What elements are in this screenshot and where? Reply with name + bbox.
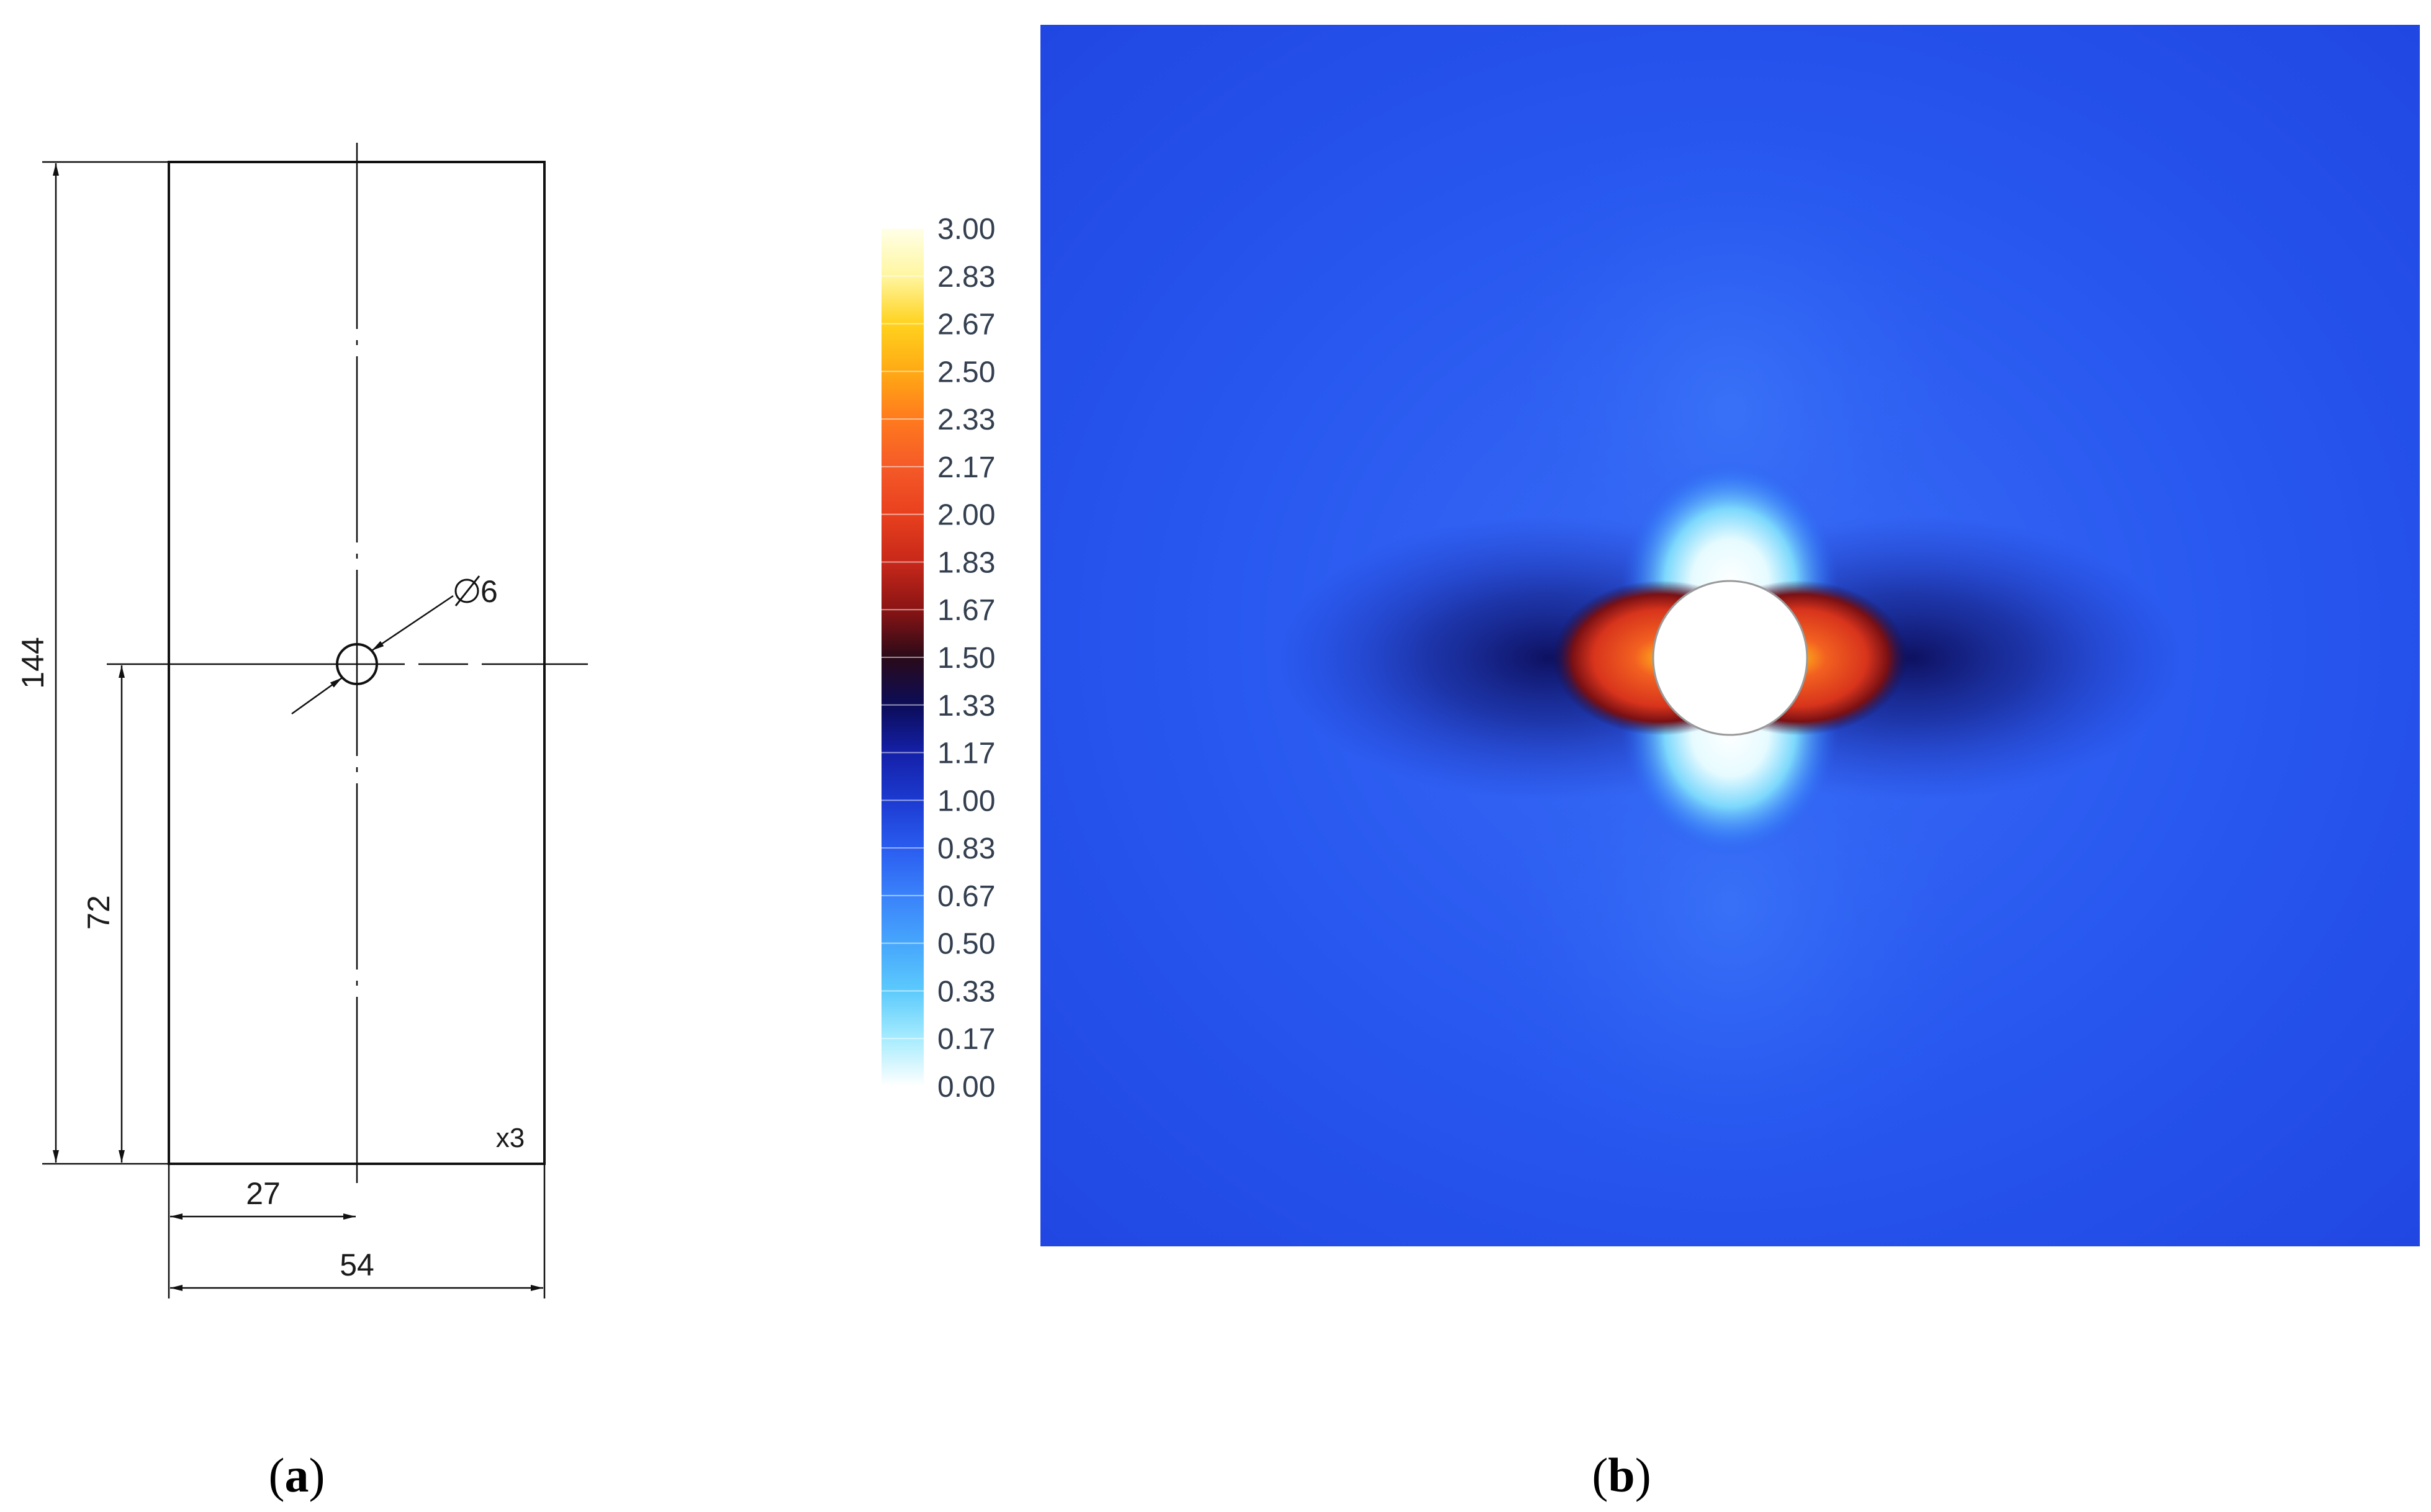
diameter-label: 6 — [454, 574, 498, 609]
colorbar-tick-label: 1.33 — [937, 690, 995, 722]
colorbar-tick-label: 0.00 — [937, 1071, 995, 1104]
diameter-leader — [291, 677, 343, 715]
diameter-leader-2 — [371, 595, 454, 652]
colorbar-tick-label: 0.33 — [937, 975, 995, 1008]
colorbar-tick-label: 3.00 — [937, 213, 995, 246]
caption-b-letter: b — [1608, 1448, 1635, 1502]
colorbar-tick-label: 0.50 — [937, 928, 995, 961]
quantity-note: x3 — [496, 1123, 525, 1153]
field-viewport — [1040, 25, 2420, 1246]
colorbar: 3.00 2.83 2.67 2.50 2.33 2.17 2.00 1.83 1.67 1.50… — [882, 213, 995, 1104]
width-dim-label: 54 — [340, 1248, 374, 1282]
caption-a-open: ( — [269, 1448, 285, 1502]
hole-height-dim-label: 72 — [81, 895, 116, 930]
colorbar-tick-label: 1.17 — [937, 737, 995, 770]
colorbar-tick-label: 0.83 — [937, 832, 995, 865]
caption-b: (b) — [1592, 1448, 1651, 1502]
diameter-value: 6 — [480, 574, 498, 609]
colorbar-tick-label: 1.67 — [937, 594, 995, 627]
caption-b-open: ( — [1592, 1448, 1608, 1502]
colorbar-tick-label: 1.50 — [937, 642, 995, 675]
stress-field — [1040, 25, 2420, 1246]
colorbar-tick-label: 2.00 — [937, 499, 995, 532]
colorbar-tick-label: 0.67 — [937, 880, 995, 913]
colorbar-tick-label: 2.67 — [937, 308, 995, 341]
caption-a-close: ) — [309, 1448, 325, 1502]
caption-a-letter: a — [285, 1448, 309, 1502]
specimen-drawing: 6 144 72 27 54 x3 — [16, 143, 588, 1298]
colorbar-ticks: 3.00 2.83 2.67 2.50 2.33 2.17 2.00 1.83 1.67 1.50… — [882, 213, 995, 1104]
height-dim-label: 144 — [16, 637, 50, 688]
hole — [336, 643, 378, 685]
colorbar-tick-label: 2.17 — [937, 451, 995, 484]
colorbar-tick-label: 1.00 — [937, 785, 995, 817]
colorbar-tick-label: 0.17 — [937, 1023, 995, 1056]
diameter-symbol — [454, 578, 479, 603]
diameter-symbol-slash — [454, 575, 480, 606]
colorbar-tick-label: 1.83 — [937, 546, 995, 579]
caption-a: (a) — [269, 1448, 325, 1502]
field-hole — [1652, 580, 1808, 736]
caption-b-close: ) — [1635, 1448, 1651, 1502]
colorbar-tick-label: 2.83 — [937, 261, 995, 294]
hole-offset-dim-label: 27 — [246, 1176, 281, 1211]
colorbar-tick-label: 2.33 — [937, 403, 995, 436]
colorbar-tick-label: 2.50 — [937, 356, 995, 389]
